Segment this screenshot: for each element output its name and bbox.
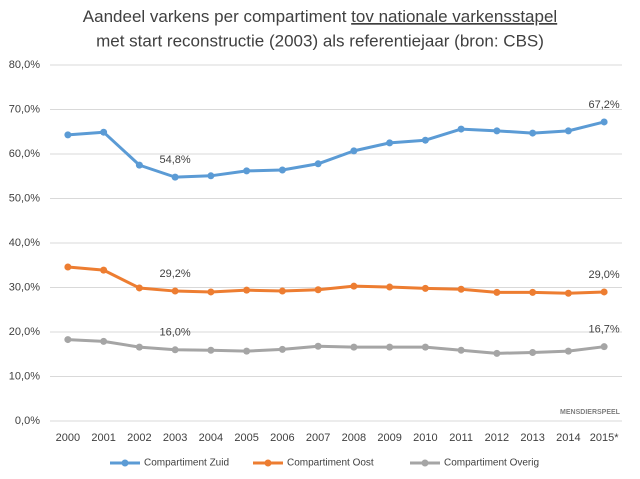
point xyxy=(529,348,537,356)
x-tick-label: 2014 xyxy=(556,432,580,444)
legend-marker xyxy=(121,459,129,467)
chart-title-line2: met start reconstructie (2003) als refer… xyxy=(96,31,544,50)
data-label: 54,8% xyxy=(160,154,191,166)
point xyxy=(278,345,286,353)
point xyxy=(135,161,143,169)
point xyxy=(278,287,286,295)
y-tick-label: 30,0% xyxy=(9,281,40,293)
point xyxy=(421,343,429,351)
y-tick-label: 10,0% xyxy=(9,370,40,382)
point xyxy=(243,167,251,175)
series-line xyxy=(67,120,605,179)
point xyxy=(457,125,465,133)
x-tick-label: 2001 xyxy=(91,432,115,444)
legend-label: Compartiment Zuid xyxy=(144,458,229,469)
x-tick-label: 2000 xyxy=(56,432,80,444)
x-tick-label: 2007 xyxy=(306,432,330,444)
x-tick-label: 2010 xyxy=(413,432,437,444)
point xyxy=(135,284,143,292)
point xyxy=(386,343,394,351)
x-tick-label: 2005 xyxy=(234,432,258,444)
data-label: 16,0% xyxy=(160,327,191,339)
point xyxy=(421,136,429,144)
chart-title-line1: Aandeel varkens per compartiment tov nat… xyxy=(83,7,557,26)
point xyxy=(529,288,537,296)
point xyxy=(171,346,179,354)
title-part: Aandeel varkens per compartiment xyxy=(83,7,347,26)
x-tick-label: 2003 xyxy=(163,432,187,444)
x-tick-label: 2008 xyxy=(342,432,366,444)
point xyxy=(564,347,572,355)
point xyxy=(100,128,108,136)
point xyxy=(243,347,251,355)
point xyxy=(386,283,394,291)
x-tick-label: 2015* xyxy=(590,432,619,444)
series-line xyxy=(67,265,605,295)
y-tick-label: 80,0% xyxy=(9,59,40,71)
title-underlined: tov nationale varkensstapel xyxy=(351,7,557,26)
point xyxy=(64,263,72,271)
legend-label: Compartiment Overig xyxy=(444,458,539,469)
point xyxy=(421,284,429,292)
data-label: 16,7% xyxy=(589,324,620,336)
y-tick-label: 40,0% xyxy=(9,237,40,249)
legend-marker xyxy=(264,459,272,467)
point xyxy=(350,147,358,155)
series-line xyxy=(67,338,605,355)
point xyxy=(64,336,72,344)
data-label: 29,2% xyxy=(160,268,191,280)
point xyxy=(564,127,572,135)
point xyxy=(207,288,215,296)
x-tick-label: 2009 xyxy=(377,432,401,444)
y-tick-label: 0,0% xyxy=(15,415,40,427)
point xyxy=(493,288,501,296)
point xyxy=(529,129,537,137)
point xyxy=(386,139,394,147)
x-tick-label: 2011 xyxy=(449,432,473,444)
x-tick-label: 2013 xyxy=(520,432,544,444)
point xyxy=(207,346,215,354)
point xyxy=(350,343,358,351)
point xyxy=(493,349,501,357)
data-label: 67,2% xyxy=(589,99,620,111)
point xyxy=(100,337,108,345)
point xyxy=(600,288,608,296)
point xyxy=(314,160,322,168)
point xyxy=(600,343,608,351)
x-tick-label: 2002 xyxy=(127,432,151,444)
y-tick-label: 60,0% xyxy=(9,148,40,160)
point xyxy=(207,172,215,180)
y-tick-label: 20,0% xyxy=(9,326,40,338)
y-tick-label: 50,0% xyxy=(9,192,40,204)
x-tick-label: 2006 xyxy=(270,432,294,444)
point xyxy=(350,282,358,290)
point xyxy=(457,285,465,293)
y-tick-label: 70,0% xyxy=(9,103,40,115)
point xyxy=(600,118,608,126)
point xyxy=(314,342,322,350)
legend-label: Compartiment Oost xyxy=(287,458,374,469)
point xyxy=(100,266,108,274)
point xyxy=(64,131,72,139)
x-tick-label: 2004 xyxy=(199,432,223,444)
legend-marker xyxy=(421,459,429,467)
point xyxy=(564,289,572,297)
point xyxy=(243,286,251,294)
point xyxy=(135,343,143,351)
point xyxy=(314,286,322,294)
logo: MENSDIERSPEEL xyxy=(560,409,621,416)
data-label: 29,0% xyxy=(589,269,620,281)
point xyxy=(171,287,179,295)
point xyxy=(493,127,501,135)
point xyxy=(171,173,179,181)
point xyxy=(457,346,465,354)
point xyxy=(278,166,286,174)
x-tick-label: 2012 xyxy=(485,432,509,444)
